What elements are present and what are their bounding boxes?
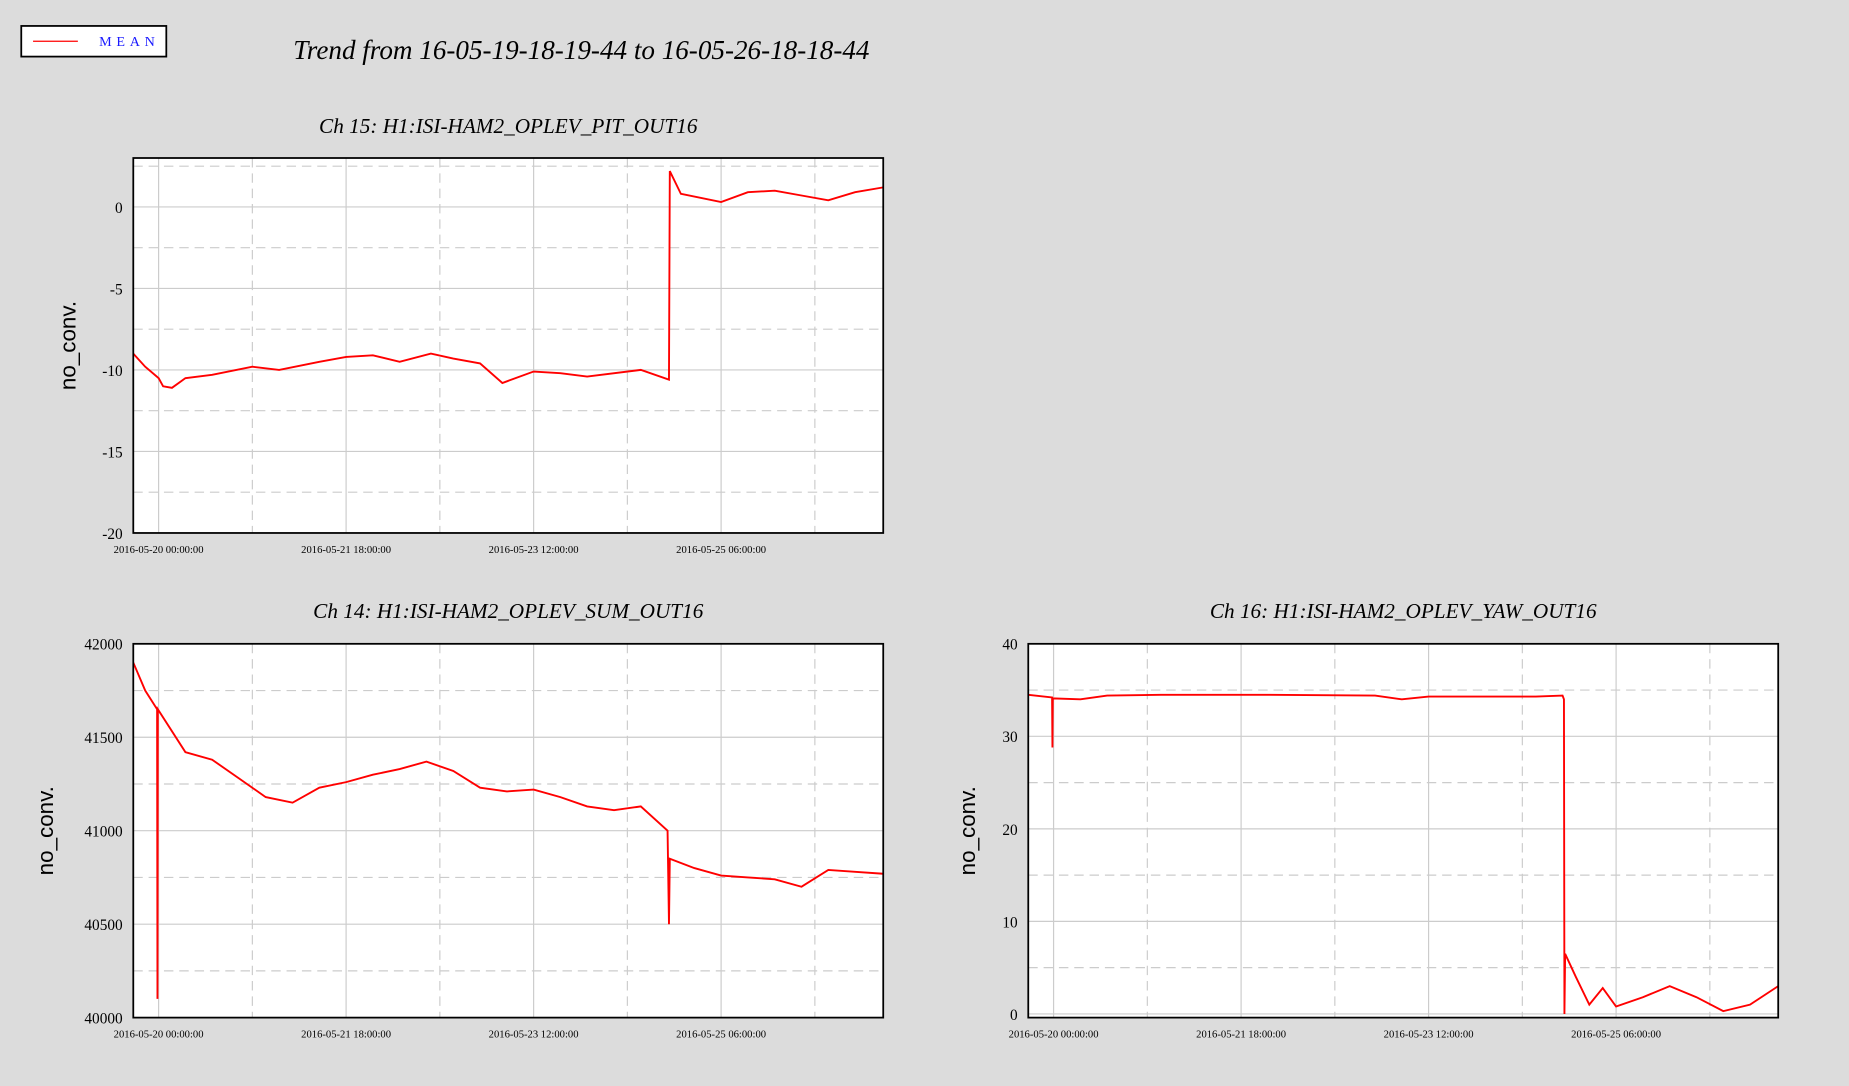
data-line — [132, 662, 884, 999]
y-tick-label: -5 — [110, 281, 123, 298]
x-tick-label: 2016-05-20 00:00:00 — [114, 545, 204, 556]
chart-title: Ch 16: H1:ISI-HAM2_OPLEV_YAW_OUT16 — [1210, 599, 1597, 623]
y-tick-label: 40000 — [84, 1011, 123, 1028]
y-tick-label: 0 — [1010, 1007, 1018, 1024]
chart-title: Ch 14: H1:ISI-HAM2_OPLEV_SUM_OUT16 — [313, 599, 704, 623]
y-axis-label: no_conv. — [33, 786, 58, 875]
x-tick-label: 2016-05-21 18:00:00 — [1196, 1030, 1286, 1041]
legend-label: MEAN — [99, 34, 159, 50]
y-tick-label: 20 — [1002, 822, 1018, 839]
x-tick-label: 2016-05-21 18:00:00 — [301, 1030, 391, 1041]
y-tick-label: 40500 — [84, 917, 123, 934]
page-title: Trend from 16-05-19-18-19-44 to 16-05-26… — [293, 35, 869, 65]
x-tick-label: 2016-05-25 06:00:00 — [676, 545, 766, 556]
plot-frame — [1027, 642, 1780, 1019]
plot-area — [1028, 643, 1779, 1018]
x-tick-label: 2016-05-23 12:00:00 — [489, 1030, 579, 1041]
y-tick-label: -20 — [102, 526, 123, 543]
plot-area — [133, 158, 884, 533]
x-tick-label: 2016-05-21 18:00:00 — [301, 545, 391, 556]
chart-title: Ch 15: H1:ISI-HAM2_OPLEV_PIT_OUT16 — [319, 114, 698, 138]
y-tick-label: -15 — [102, 444, 123, 461]
y-tick-label: 30 — [1002, 729, 1018, 746]
y-tick-label: 42000 — [84, 637, 123, 654]
y-axis-label: no_conv. — [56, 301, 81, 390]
y-tick-label: 41000 — [84, 824, 123, 841]
x-tick-label: 2016-05-20 00:00:00 — [1009, 1030, 1099, 1041]
y-tick-label: 0 — [115, 200, 123, 217]
y-tick-label: -10 — [102, 363, 123, 380]
y-tick-label: 40 — [1002, 637, 1018, 654]
plot-frame — [132, 157, 885, 534]
y-tick-label: 41500 — [84, 730, 123, 747]
y-tick-label: 10 — [1002, 914, 1018, 931]
x-tick-label: 2016-05-23 12:00:00 — [489, 545, 579, 556]
x-tick-label: 2016-05-25 06:00:00 — [676, 1030, 766, 1041]
plot-frame — [132, 642, 885, 1019]
y-axis-label: no_conv. — [955, 786, 980, 875]
data-line — [132, 170, 884, 389]
data-line — [1028, 693, 1779, 1014]
x-tick-label: 2016-05-20 00:00:00 — [114, 1030, 204, 1041]
x-tick-label: 2016-05-25 06:00:00 — [1571, 1030, 1661, 1041]
x-tick-label: 2016-05-23 12:00:00 — [1384, 1030, 1474, 1041]
